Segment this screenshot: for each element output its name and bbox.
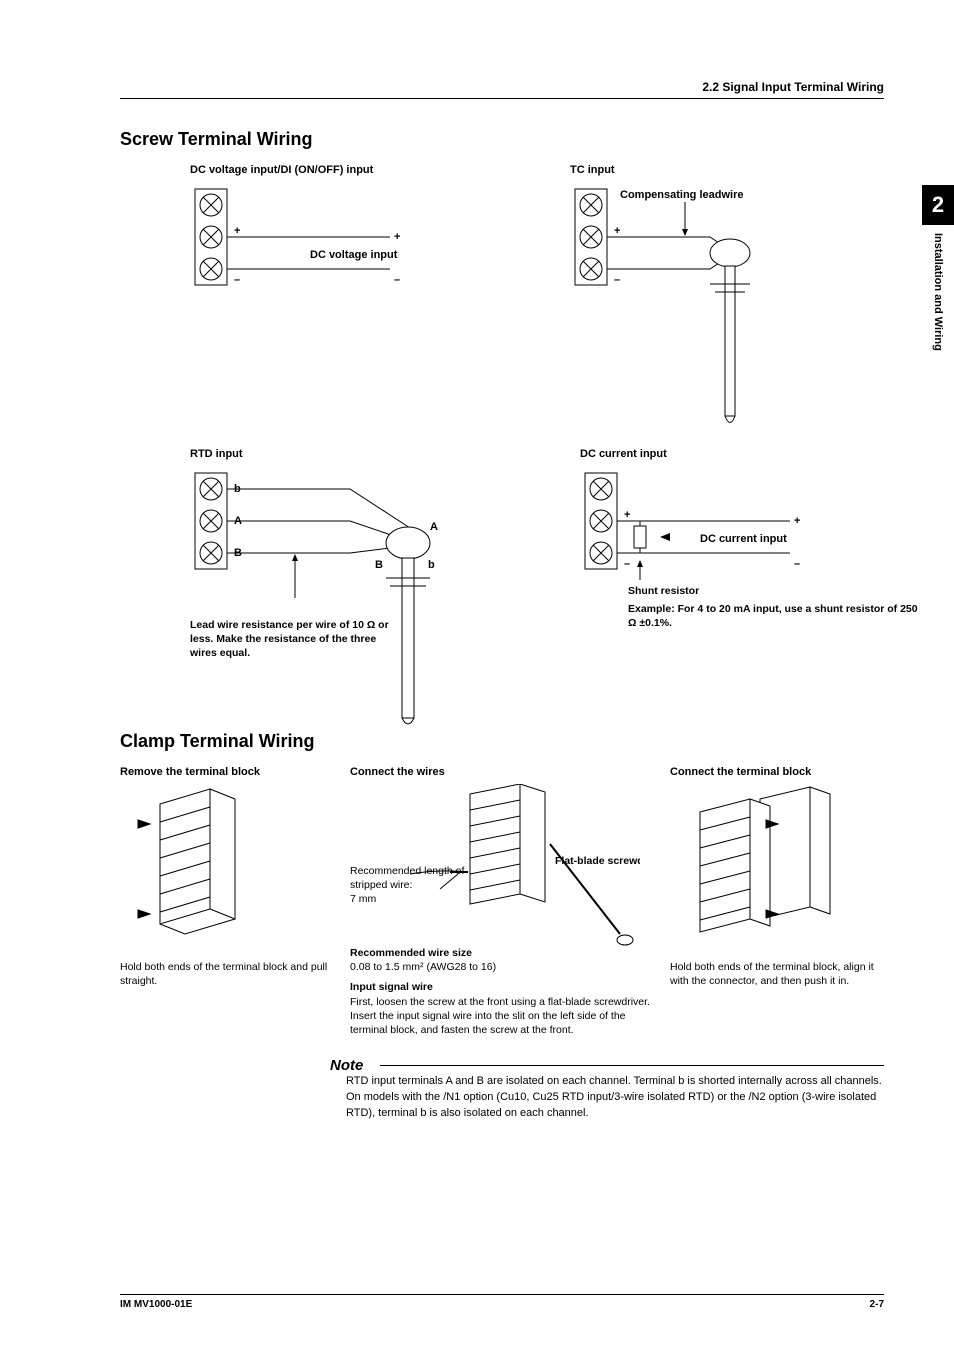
dcc-diagram: + – + – DC current input — [580, 468, 900, 598]
chapter-title: Installation and Wiring — [932, 233, 944, 351]
svg-text:–: – — [234, 274, 240, 286]
svg-text:+: + — [234, 225, 240, 237]
svg-text:A: A — [430, 521, 438, 533]
rtd-title: RTD input — [190, 448, 520, 460]
clamp-step3-diagram — [670, 784, 850, 954]
screw-heading: Screw Terminal Wiring — [120, 129, 884, 150]
svg-text:+: + — [614, 225, 620, 237]
svg-text:+: + — [394, 231, 400, 243]
svg-text:–: – — [614, 274, 620, 286]
strip-label: Recommended length of stripped wire: — [350, 865, 464, 891]
signal-text: First, loosen the screw at the front usi… — [350, 995, 650, 1038]
svg-text:DC current input: DC current input — [700, 533, 787, 545]
wiresize: 0.08 to 1.5 mm² (AWG28 to 16) — [350, 960, 650, 974]
svg-text:b: b — [428, 559, 435, 571]
note-text: RTD input terminals A and B are isolated… — [330, 1074, 884, 1122]
signal-title: Input signal wire — [350, 980, 650, 994]
section-header: 2.2 Signal Input Terminal Wiring — [120, 80, 884, 99]
rtd-note: Lead wire resistance per wire of 10 Ω or… — [190, 618, 390, 661]
dcv-diagram: + – + – DC voltage input — [190, 184, 500, 299]
svg-text:Flat-blade screwdriver: Flat-blade screwdriver — [555, 855, 640, 867]
svg-text:+: + — [794, 515, 800, 527]
svg-text:B: B — [375, 559, 383, 571]
note-title: Note — [330, 1057, 371, 1074]
svg-text:–: – — [794, 558, 800, 570]
dcv-title: DC voltage input/DI (ON/OFF) input — [190, 164, 510, 176]
footer-right: 2-7 — [870, 1299, 884, 1310]
side-tab: 2 Installation and Wiring — [922, 185, 954, 351]
svg-text:–: – — [394, 274, 400, 286]
svg-text:DC voltage input: DC voltage input — [310, 249, 398, 261]
strip-val: 7 mm — [350, 893, 376, 905]
svg-text:–: – — [624, 558, 630, 570]
dcc-title: DC current input — [580, 448, 920, 460]
shunt-example: Example: For 4 to 20 mA input, use a shu… — [628, 602, 920, 630]
tc-title: TC input — [570, 164, 900, 176]
clamp-step3-caption: Hold both ends of the terminal block, al… — [670, 960, 880, 988]
note-box: Note RTD input terminals A and B are iso… — [330, 1057, 884, 1122]
rtd-diagram: b A B A B b — [190, 468, 520, 748]
page-footer: IM MV1000-01E 2-7 — [120, 1294, 884, 1310]
clamp-step1-caption: Hold both ends of the terminal block and… — [120, 960, 330, 988]
tc-diagram: + – Compensating leadwire — [570, 184, 900, 444]
shunt-label: Shunt resistor — [628, 584, 920, 598]
svg-text:Compensating leadwire: Compensating leadwire — [620, 189, 743, 201]
footer-left: IM MV1000-01E — [120, 1299, 192, 1310]
clamp-step1-diagram — [120, 784, 280, 954]
wiresize-title: Recommended wire size — [350, 946, 650, 960]
chapter-number: 2 — [922, 185, 954, 225]
svg-text:+: + — [624, 509, 630, 521]
